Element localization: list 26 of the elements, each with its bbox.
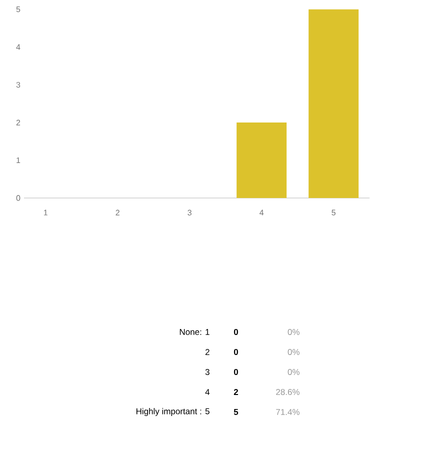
y-tick-label: 3	[16, 82, 20, 88]
y-tick-label: 0	[16, 195, 20, 201]
text: 2	[234, 389, 238, 395]
y-tick-label: 2	[16, 120, 20, 126]
text: 3	[205, 368, 210, 375]
y-tick-label: 1	[16, 158, 20, 164]
text: 28.6%	[276, 388, 300, 396]
text: 0	[234, 368, 238, 375]
text: 0%	[288, 348, 300, 356]
x-tick-label: 3	[188, 210, 192, 216]
text: 2	[205, 349, 210, 355]
text: 71.4%	[276, 409, 300, 415]
text: 0	[234, 348, 238, 356]
text: None: 1	[180, 329, 210, 335]
x-tick-label: 5	[332, 210, 336, 216]
text: 0%	[288, 328, 300, 335]
text: 0%	[288, 368, 300, 375]
text: 4	[205, 389, 210, 395]
y-tick-label: 5	[16, 6, 20, 12]
x-tick-label: 2	[116, 210, 120, 216]
y-tick-label: 4	[16, 44, 20, 50]
text: 5	[234, 409, 238, 415]
x-tick-label: 1	[44, 210, 48, 216]
text: Highly important : 5	[136, 408, 210, 416]
text: 0	[234, 328, 238, 335]
x-tick-label: 4	[260, 210, 264, 216]
